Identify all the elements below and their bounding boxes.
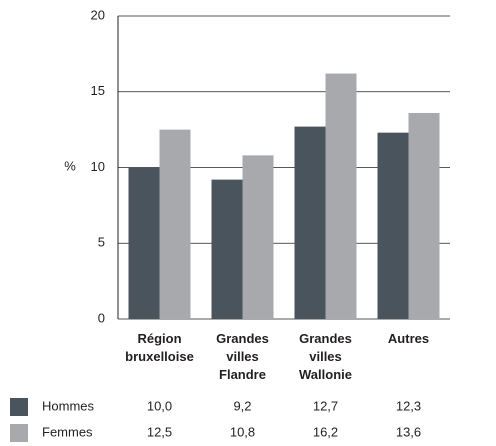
y-tick-label: 0 xyxy=(98,310,105,325)
table-value: 12,5 xyxy=(147,424,172,439)
table-value: 10,8 xyxy=(230,424,255,439)
bar xyxy=(325,73,357,319)
y-tick-label: 5 xyxy=(98,235,105,250)
bar xyxy=(408,112,440,320)
x-tick-label: Grandes villes Wallonie xyxy=(299,331,352,382)
y-tick-label: 15 xyxy=(91,83,105,98)
bar xyxy=(294,126,326,319)
y-axis-label: % xyxy=(64,158,76,173)
bar xyxy=(128,167,160,319)
bar xyxy=(211,179,243,319)
table-value: 13,6 xyxy=(396,424,421,439)
legend-swatch xyxy=(10,398,28,416)
legend-label: Femmes xyxy=(42,424,93,439)
table-value: 12,7 xyxy=(313,398,338,413)
x-tick-label: Grandes villes Flandre xyxy=(216,331,269,382)
table-value: 9,2 xyxy=(233,398,251,413)
table-value: 10,0 xyxy=(147,398,172,413)
table-value: 12,3 xyxy=(396,398,421,413)
table-value: 16,2 xyxy=(313,424,338,439)
legend-swatch xyxy=(10,424,28,442)
y-tick-label: 20 xyxy=(91,7,105,22)
y-tick-label: 10 xyxy=(91,159,105,174)
bar xyxy=(377,132,409,319)
x-tick-label: Région bruxelloise xyxy=(125,331,194,364)
x-tick-label: Autres xyxy=(388,331,429,346)
bar xyxy=(159,129,191,319)
legend-label: Hommes xyxy=(42,398,95,413)
bar xyxy=(242,155,274,319)
